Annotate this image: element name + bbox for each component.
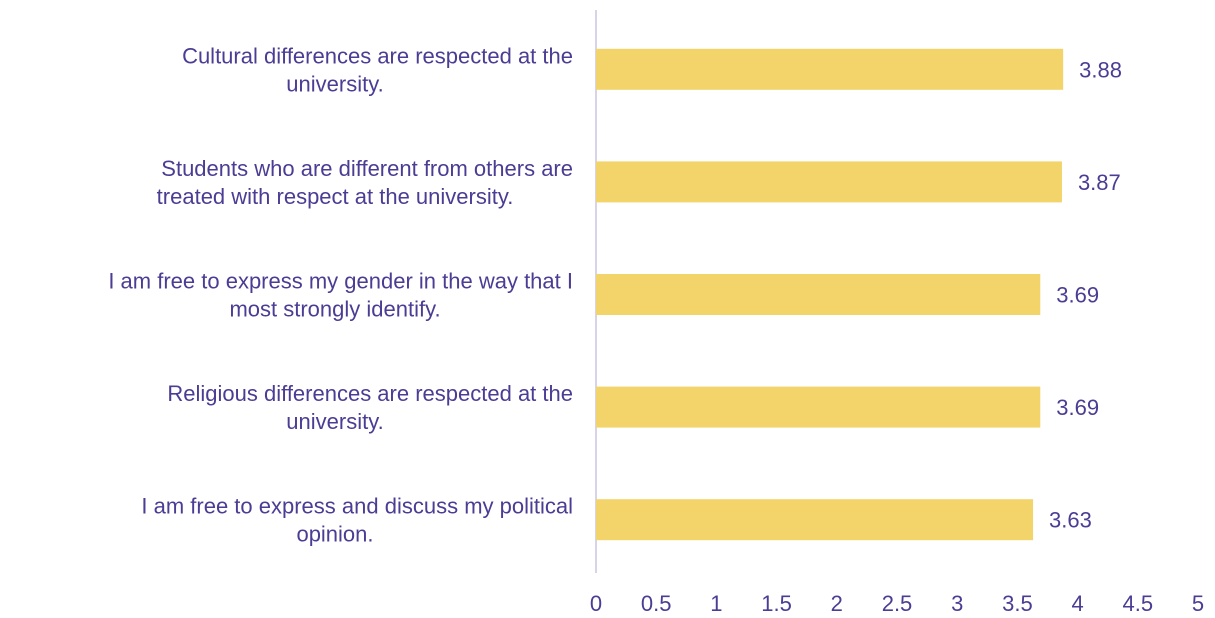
data-label: 3.88 — [1079, 57, 1122, 82]
bars-group — [596, 48, 1064, 541]
bar — [596, 161, 1062, 203]
data-labels-group: 3.88 3.87 3.69 3.69 3.63 — [1049, 57, 1122, 532]
category-label-line: opinion. — [296, 522, 373, 547]
category-label-line: Cultural differences are respected at th… — [182, 43, 573, 68]
category-label: Cultural differences are respected at th… — [182, 43, 573, 96]
x-tick-label: 4.5 — [1123, 591, 1154, 616]
x-tick-label: 5 — [1192, 591, 1204, 616]
x-tick-label: 2.5 — [882, 591, 913, 616]
category-label: Students who are different from others a… — [157, 156, 573, 209]
category-label-line: university. — [286, 71, 383, 96]
category-label-line: I am free to express and discuss my poli… — [141, 494, 573, 519]
bar — [596, 48, 1064, 90]
x-tick-label: 1 — [710, 591, 722, 616]
category-label: Religious differences are respected at t… — [167, 381, 573, 434]
category-label-line: treated with respect at the university. — [157, 184, 514, 209]
data-label: 3.69 — [1056, 283, 1099, 308]
x-tick-label: 0.5 — [641, 591, 672, 616]
bar — [596, 386, 1041, 428]
bar — [596, 499, 1034, 541]
x-tick-labels-group: 0 0.5 1 1.5 2 2.5 3 3.5 4 4.5 5 — [590, 591, 1204, 616]
x-tick-label: 0 — [590, 591, 602, 616]
category-label-line: university. — [286, 409, 383, 434]
x-tick-label: 3.5 — [1002, 591, 1033, 616]
category-labels-group: Cultural differences are respected at th… — [108, 43, 573, 546]
x-tick-label: 1.5 — [761, 591, 792, 616]
x-tick-label: 4 — [1071, 591, 1083, 616]
category-label-line: most strongly identify. — [229, 297, 440, 322]
category-label-line: Students who are different from others a… — [161, 156, 573, 181]
category-label-line: Religious differences are respected at t… — [167, 381, 573, 406]
data-label: 3.87 — [1078, 170, 1121, 195]
bar — [596, 274, 1041, 315]
x-tick-label: 2 — [831, 591, 843, 616]
x-tick-label: 3 — [951, 591, 963, 616]
category-label-line: I am free to express my gender in the wa… — [108, 269, 573, 294]
category-label: I am free to express my gender in the wa… — [108, 269, 573, 322]
data-label: 3.69 — [1056, 395, 1099, 420]
category-label: I am free to express and discuss my poli… — [141, 494, 573, 547]
data-label: 3.63 — [1049, 508, 1092, 533]
